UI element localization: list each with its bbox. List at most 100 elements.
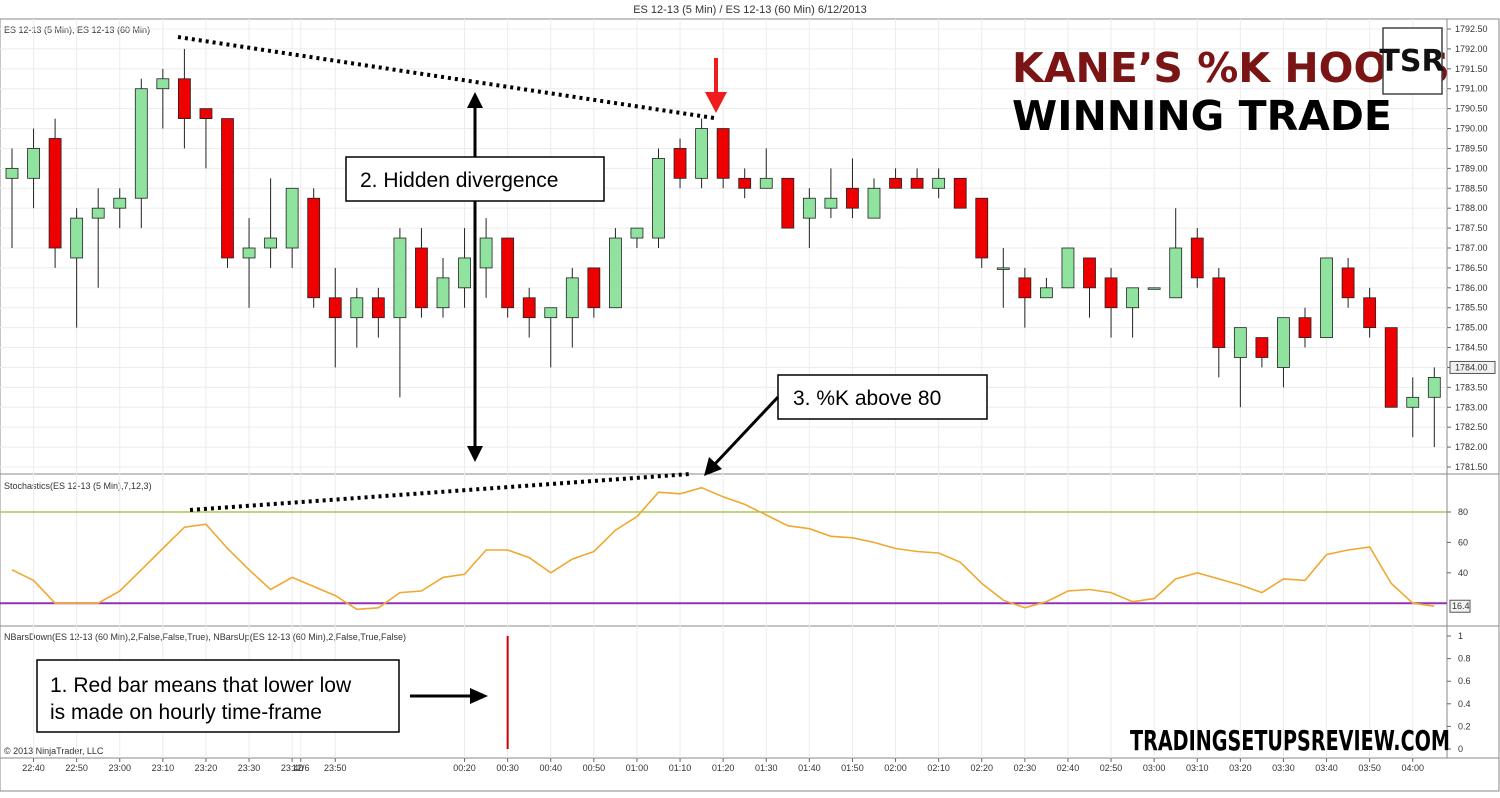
nbars-series: 1 0.8 0.6 0.4 0.2 0 — [506, 631, 1471, 754]
time-tick-label: 02:10 — [927, 763, 950, 773]
time-tick-label: 01:20 — [712, 763, 735, 773]
candle-down — [177, 78, 191, 119]
nbars-tick-label: 0 — [1458, 744, 1463, 754]
candle-up — [1427, 377, 1441, 398]
candle-up — [1040, 287, 1053, 299]
candle-up — [802, 197, 816, 219]
candle-down — [415, 247, 428, 309]
candle-up — [1320, 257, 1333, 338]
nbars-tick-label: 0.2 — [1458, 721, 1471, 731]
stoch-tick-label: 60 — [1458, 537, 1468, 547]
candle-up — [1061, 247, 1075, 289]
tsr-logo-text: TSR — [1379, 44, 1444, 79]
nbars-tick-label: 0.8 — [1458, 654, 1471, 664]
time-tick-label: 23:20 — [195, 763, 218, 773]
time-tick-label: 00:40 — [539, 763, 562, 773]
candle-up — [630, 227, 644, 239]
candle-down — [781, 177, 795, 229]
candle-up — [134, 88, 148, 199]
price-tick-label: 1786.50 — [1455, 263, 1488, 273]
candle-down — [953, 177, 967, 209]
price-tick-label: 1784.50 — [1455, 343, 1488, 353]
candle-up — [565, 277, 579, 319]
candle-up — [350, 297, 364, 319]
red-entry-arrow — [705, 58, 727, 113]
time-tick-label: 04:00 — [1401, 763, 1424, 773]
candle-up — [652, 158, 665, 239]
time-tick-label: 22:40 — [22, 763, 45, 773]
price-tick-label: 1789.00 — [1455, 163, 1488, 173]
candle-down — [1298, 317, 1312, 338]
annotation-1-box: 1. Red bar means that lower low is made … — [36, 659, 400, 733]
price-tick-label: 1781.50 — [1455, 462, 1488, 472]
candle-down — [522, 297, 536, 319]
stoch-tick-label: 80 — [1458, 507, 1468, 517]
time-tick-label: 03:30 — [1272, 763, 1295, 773]
annotation-3-arrow — [704, 395, 780, 476]
stoch-last-label: 16.4 — [1452, 601, 1470, 611]
candle-up — [156, 78, 170, 90]
time-tick-label: 23:10 — [152, 763, 175, 773]
price-tick-label: 1788.50 — [1455, 183, 1488, 193]
time-tick-label: 00:50 — [583, 763, 606, 773]
price-tick-label: 1791.00 — [1455, 84, 1488, 94]
candle-up — [1126, 287, 1139, 309]
candle-up — [1233, 327, 1247, 358]
candle-down — [221, 118, 234, 259]
annotation-1-line1: 1. Red bar means that lower low — [50, 674, 352, 697]
stochastic-k-line — [11, 486, 1435, 611]
overlay-title-line1: KANE’S %K HOOKS — [1012, 44, 1450, 92]
candle-up — [867, 187, 881, 219]
annotation-3-box: 3. %K above 80 — [777, 374, 988, 420]
nbars-tick-label: 1 — [1458, 631, 1463, 641]
time-tick-label: 02:40 — [1057, 763, 1080, 773]
candle-down — [975, 197, 989, 259]
price-tick-label: 1790.00 — [1455, 124, 1488, 134]
candlesticks — [5, 48, 1441, 448]
price-tick-label: 1782.00 — [1455, 442, 1488, 452]
time-tick-label: 12/6 — [292, 763, 310, 773]
time-tick-label: 23:30 — [238, 763, 261, 773]
price-tick-label: 1786.00 — [1455, 283, 1488, 293]
price-tick-label: 1787.00 — [1455, 243, 1488, 253]
time-tick-label: 03:50 — [1358, 763, 1381, 773]
candle-up — [458, 257, 471, 289]
candle-down — [587, 267, 601, 309]
candle-down — [328, 297, 342, 319]
price-tick-label: 1792.00 — [1455, 44, 1488, 54]
time-tick-label: 02:20 — [970, 763, 993, 773]
price-tick-label: 1790.50 — [1455, 104, 1488, 114]
nbars-tick-label: 0.6 — [1458, 676, 1471, 686]
time-tick-label: 00:20 — [453, 763, 476, 773]
time-tick-label: 02:00 — [884, 763, 907, 773]
candle-up — [91, 207, 105, 219]
candle-up — [609, 237, 622, 309]
candle-up — [544, 307, 558, 319]
candle-down — [1212, 277, 1226, 348]
time-tick-label: 01:00 — [626, 763, 649, 773]
candle-up — [393, 237, 407, 319]
candle-down — [307, 197, 321, 299]
price-tick-label: 1783.50 — [1455, 382, 1488, 392]
candle-down — [673, 148, 687, 179]
candle-up — [932, 177, 946, 189]
price-tick-label: 1788.00 — [1455, 203, 1488, 213]
candle-up — [824, 197, 838, 209]
candle-down — [716, 128, 730, 179]
candle-up — [1147, 287, 1161, 290]
stoch-tick-label: 40 — [1458, 568, 1468, 578]
copyright-text: © 2013 NinjaTrader, LLC — [4, 746, 104, 756]
time-tick-label: 23:50 — [324, 763, 347, 773]
time-tick-label: 03:00 — [1143, 763, 1166, 773]
price-tick-label: 1783.00 — [1455, 402, 1488, 412]
candle-up — [695, 128, 708, 179]
time-tick-label: 01:10 — [669, 763, 692, 773]
candle-down — [48, 138, 62, 249]
time-tick-label: 00:30 — [496, 763, 519, 773]
time-tick-label: 01:30 — [755, 763, 778, 773]
candle-up — [70, 217, 84, 259]
candle-down — [889, 177, 902, 189]
time-tick-label: 01:40 — [798, 763, 821, 773]
last-price-marker — [1449, 360, 1496, 374]
